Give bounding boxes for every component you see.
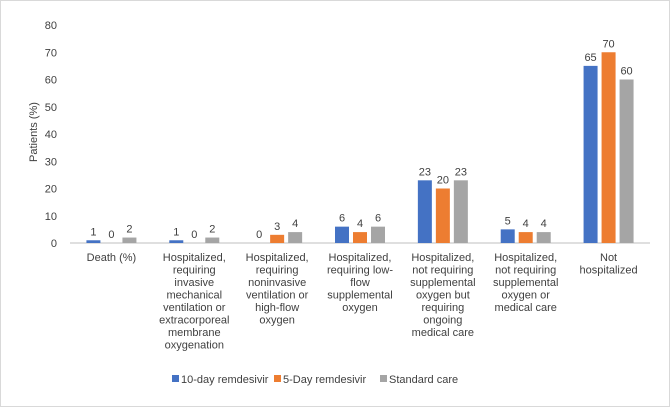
- bar: [453, 180, 468, 243]
- y-tick-label: 10: [45, 211, 57, 223]
- bar: [417, 180, 432, 243]
- data-label: 0: [191, 229, 197, 241]
- data-label: 20: [437, 175, 449, 187]
- y-tick-label: 60: [45, 75, 57, 87]
- legend-label: 5-Day remdesivir: [283, 374, 366, 386]
- bar: [518, 232, 533, 243]
- y-tick-label: 30: [45, 156, 57, 168]
- bar: [122, 237, 137, 243]
- data-label: 6: [375, 213, 381, 225]
- data-label: 23: [419, 166, 431, 178]
- data-label: 60: [620, 66, 632, 78]
- data-label: 6: [339, 213, 345, 225]
- legend-swatch: [380, 375, 387, 382]
- bar: [205, 237, 220, 243]
- data-label: 4: [292, 218, 298, 230]
- category-label: Hospitalized, requiring invasive mechanical…: [159, 252, 229, 352]
- data-label: 2: [126, 224, 132, 236]
- y-tick-label: 50: [45, 102, 57, 114]
- y-axis-label: Patients (%): [28, 102, 40, 162]
- bar: [601, 52, 616, 243]
- data-label: 0: [108, 229, 114, 241]
- data-label: 4: [523, 218, 529, 230]
- bar: [536, 232, 551, 243]
- data-label: 3: [274, 221, 280, 233]
- data-label: 5: [505, 215, 511, 227]
- category-label: Hospitalized, requiring low-flow supplemen…: [327, 252, 393, 314]
- bar: [435, 188, 450, 243]
- bar: [371, 226, 385, 243]
- y-tick-label: 40: [45, 129, 57, 141]
- bar: [288, 232, 303, 243]
- bar: [169, 240, 184, 243]
- y-tick-label: 0: [51, 238, 57, 250]
- category-label: Hospitalized, requiring noninvasive ventila…: [246, 252, 309, 327]
- y-tick-label: 20: [45, 184, 57, 196]
- data-label: 4: [541, 218, 547, 230]
- data-label: 0: [256, 229, 262, 241]
- bar: [86, 240, 101, 243]
- data-label: 1: [90, 226, 96, 238]
- bar: [270, 234, 285, 243]
- y-tick-labels: 0 10 20 30 40 50 60 70 80: [45, 20, 57, 250]
- data-label: 1: [173, 226, 179, 238]
- data-label: 65: [584, 52, 596, 64]
- category-label: Not hospitalized: [580, 252, 638, 277]
- data-label: 70: [602, 38, 614, 50]
- bars: [86, 52, 634, 243]
- y-tick-label: 70: [45, 47, 57, 59]
- bar: [335, 226, 349, 243]
- bar: [500, 229, 515, 243]
- legend-swatch: [172, 375, 179, 382]
- category-label: Hospitalized, not requiring supplemental ox…: [493, 252, 558, 314]
- category-label: Death (%): [87, 252, 137, 264]
- category-label: Hospitalized, not requiring supplemental ox…: [410, 252, 475, 339]
- bar: [583, 65, 598, 243]
- legend: 10-day remdesivir 5-Day remdesivir Standar…: [172, 374, 458, 386]
- bar: [353, 232, 367, 243]
- data-label: 4: [357, 218, 363, 230]
- data-label: 2: [209, 224, 215, 236]
- legend-swatch: [274, 375, 281, 382]
- data-label: 23: [455, 166, 467, 178]
- bar: [619, 79, 634, 243]
- legend-label: 10-day remdesivir: [181, 374, 269, 386]
- legend-label: Standard care: [389, 374, 458, 386]
- y-tick-label: 80: [45, 20, 57, 32]
- category-labels: Death (%) Hospitalized, requiring invasive m…: [87, 252, 638, 352]
